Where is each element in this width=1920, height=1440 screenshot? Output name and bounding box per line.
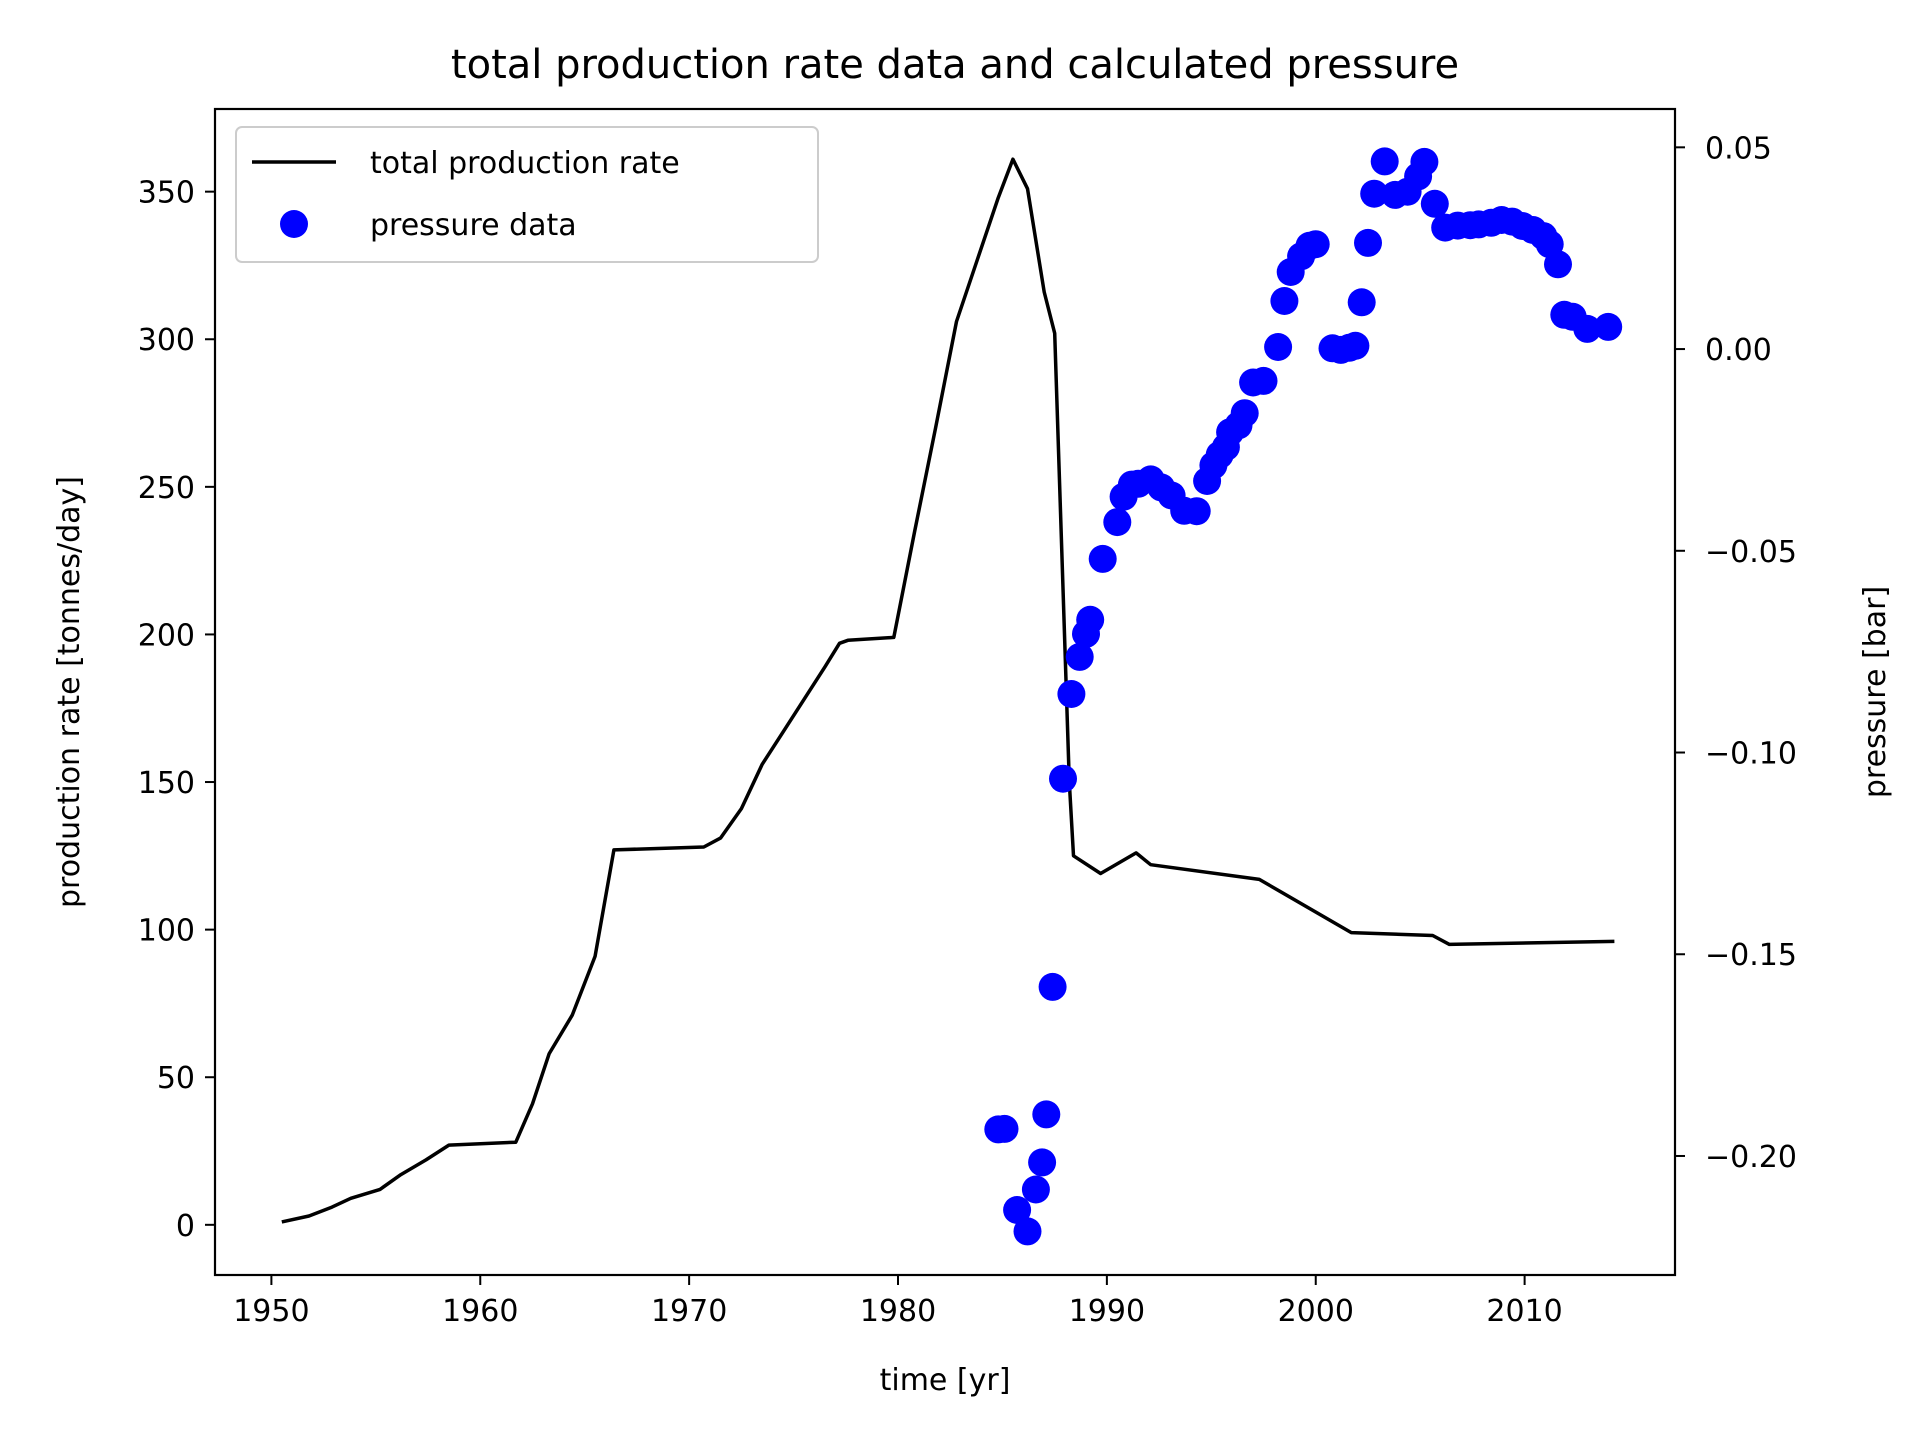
pressure-point [1544,250,1572,279]
pressure-point [1088,544,1117,573]
pressure-point [1057,680,1086,708]
legend-label-production: total production rate [370,146,680,181]
pressure-point [1103,508,1132,537]
pressure-point [1049,764,1077,793]
y2-tick-label: −0.20 [1705,1140,1797,1175]
pressure-point [1230,399,1259,428]
y-tick-label: 50 [157,1061,195,1096]
pressure-point [1347,288,1376,317]
pressure-point [1003,1196,1032,1224]
pressure-point [1021,1175,1050,1204]
pressure-point [1594,312,1623,341]
legend-box [235,126,819,263]
pressure-point [1028,1148,1057,1177]
legend: total production rate pressure data [235,126,819,263]
x-tick-label: 2010 [1486,1294,1562,1329]
pressure-point [1249,366,1278,395]
pressure-point [1370,147,1399,176]
y-axis-right: 0.05 0.00 −0.05 −0.10 −0.15 −0.20 [1675,131,1797,1175]
pressure-point [1573,314,1602,343]
pressure-point [1270,287,1299,315]
y-tick-label: 300 [138,323,195,358]
y2-tick-label: −0.10 [1705,737,1797,772]
plot-frame [213,107,1677,1277]
legend-label-pressure: pressure data [370,208,577,243]
y-tick-label: 150 [138,766,195,801]
x-tick-label: 1980 [860,1294,936,1329]
x-axis-label: time [yr] [880,1363,1011,1398]
x-tick-label: 1990 [1069,1294,1145,1329]
chart-title: total production rate data and calculate… [451,42,1459,88]
x-tick-label: 1950 [233,1294,309,1329]
pressure-point [990,1114,1019,1143]
pressure-point [1032,1100,1061,1129]
legend-marker-swatch [280,210,308,238]
pressure-point [1420,189,1449,218]
y2-tick-label: −0.05 [1705,535,1797,570]
y2-tick-label: 0.05 [1705,131,1772,166]
pressure-point [1076,605,1105,634]
y2-tick-label: 0.00 [1705,333,1772,368]
y-axis-left: 0 50 100 150 200 250 300 350 [138,176,215,1244]
production-rate-line [281,157,1615,1224]
y2-axis-label: pressure [bar] [1858,586,1893,798]
y2-tick-label: −0.15 [1705,938,1797,973]
pressure-point [1354,228,1382,257]
y-tick-label: 250 [138,471,195,506]
pressure-point [1182,497,1211,526]
y-tick-label: 350 [138,176,195,211]
y-axis-label: production rate [tonnes/day] [52,476,87,908]
pressure-point [1341,331,1370,360]
pressure-point [1360,179,1389,208]
y-tick-label: 200 [138,618,195,653]
x-axis: 1950 1960 1970 1980 1990 2000 2010 [233,1275,1563,1329]
pressure-point [1065,642,1094,671]
pressure-point [1301,230,1330,259]
x-tick-label: 1960 [442,1294,518,1329]
plot-points [984,147,1623,1246]
x-tick-label: 1970 [651,1294,727,1329]
x-tick-label: 2000 [1278,1294,1354,1329]
pressure-point [1410,147,1439,176]
plot-lines [281,157,1615,1224]
pressure-point [1264,333,1293,361]
pressure-point [1013,1217,1042,1246]
pressure-point [1038,972,1067,1001]
y-tick-label: 0 [176,1209,195,1244]
y-tick-label: 100 [138,914,195,949]
